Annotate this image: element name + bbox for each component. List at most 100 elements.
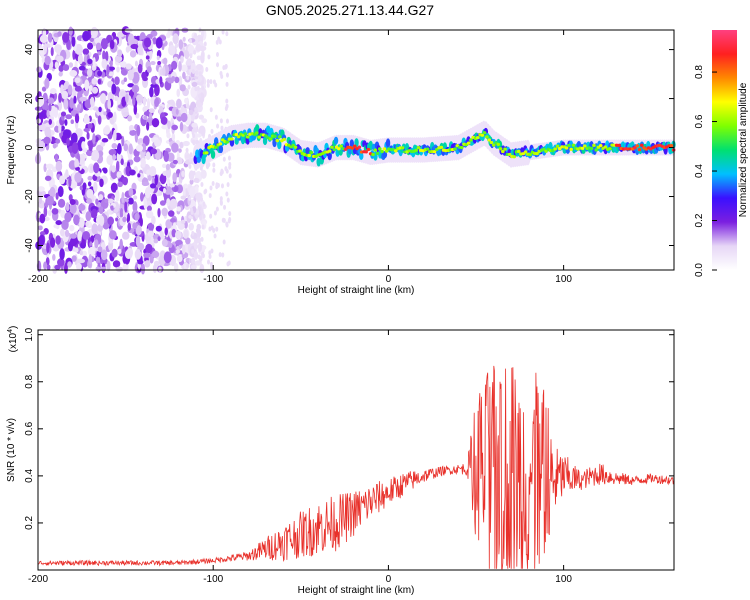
noise-speckle [115, 160, 120, 173]
noise-speckle [111, 143, 118, 149]
noise-speckle [77, 53, 84, 65]
noise-speckle [76, 262, 82, 271]
noise-speckle [60, 210, 66, 218]
noise-speckle [189, 186, 196, 198]
noise-speckle [164, 184, 172, 195]
noise-speckle [55, 220, 62, 226]
noise-speckle [148, 108, 155, 114]
noise-speckle [174, 239, 183, 246]
noise-speckle [198, 93, 202, 99]
noise-speckle [130, 43, 139, 50]
noise-speckle [220, 183, 224, 189]
noise-speckle [119, 208, 124, 219]
colorbar-tick-label: 0.4 [694, 164, 705, 178]
noise-speckle [199, 128, 203, 134]
noise-speckle [171, 132, 176, 142]
signal-core [236, 135, 241, 139]
noise-speckle [219, 118, 223, 124]
noise-speckle [86, 197, 93, 204]
signal-core [432, 150, 437, 154]
noise-speckle [47, 32, 53, 43]
signal-core [364, 150, 368, 154]
noise-speckle [57, 185, 64, 198]
snr-x-label: Height of straight line (km) [298, 585, 415, 596]
noise-speckle [89, 37, 94, 42]
noise-speckle [194, 238, 198, 244]
noise-speckle [90, 96, 95, 107]
noise-speckle [57, 198, 66, 208]
noise-speckle [137, 259, 144, 265]
noise-speckle [100, 249, 108, 261]
signal-cell [382, 150, 388, 159]
noise-speckle [225, 191, 229, 197]
noise-speckle [122, 263, 128, 272]
noise-speckle [155, 37, 163, 49]
noise-speckle [59, 175, 66, 185]
noise-speckle [127, 115, 133, 122]
noise-speckle [92, 57, 96, 68]
noise-speckle [70, 119, 74, 124]
noise-speckle [198, 114, 205, 120]
noise-speckle [114, 76, 120, 85]
noise-speckle [163, 251, 172, 264]
signal-core [523, 150, 528, 154]
snr-series-line [37, 365, 675, 570]
noise-speckle [69, 236, 78, 247]
noise-speckle [161, 238, 168, 247]
signal-core [264, 134, 268, 138]
noise-speckle [152, 264, 157, 274]
signal-core [371, 152, 375, 157]
noise-speckle [216, 62, 220, 68]
spectrogram-frame [37, 29, 675, 271]
noise-speckle [101, 138, 109, 143]
noise-speckle [154, 174, 159, 186]
noise-speckle [55, 138, 61, 144]
signal-core [487, 138, 491, 142]
noise-speckle [50, 46, 54, 57]
noise-speckle [111, 83, 117, 95]
signal-core [598, 143, 603, 148]
noise-speckle [227, 218, 231, 224]
signal-core [553, 147, 558, 151]
noise-speckle [197, 254, 201, 260]
noise-speckle [119, 61, 127, 68]
noise-speckle [163, 187, 167, 194]
noise-speckle [78, 217, 85, 228]
noise-speckle [120, 158, 124, 166]
noise-speckle [74, 113, 80, 124]
y-tick-label: 1.0 [24, 327, 35, 341]
noise-speckle [123, 111, 130, 116]
noise-speckle [115, 266, 124, 272]
noise-speckle [189, 152, 193, 158]
noise-speckle [60, 111, 67, 117]
noise-speckle [96, 144, 104, 153]
noise-speckle [134, 212, 140, 221]
signal-core [475, 136, 480, 140]
x-tick-label: 0 [386, 274, 392, 285]
noise-speckle [64, 212, 72, 223]
noise-speckle [194, 32, 198, 38]
noise-speckle [41, 86, 47, 92]
noise-speckle [37, 96, 45, 107]
x-tick-label: -200 [28, 274, 48, 285]
noise-speckle [159, 200, 166, 206]
snr-y-ticks: 0.2 0.4 0.6 0.8 1.0 [24, 327, 674, 530]
signal-core [425, 147, 430, 151]
signal-core [608, 147, 612, 151]
noise-speckle [143, 252, 151, 258]
noise-speckle [71, 141, 79, 154]
noise-speckle [201, 224, 205, 230]
noise-speckle [122, 231, 130, 240]
noise-speckle [109, 230, 117, 240]
noise-speckle [110, 205, 114, 210]
spectrogram-heatmap [34, 26, 676, 275]
noise-speckle [146, 205, 152, 212]
signal-core [298, 149, 302, 153]
noise-speckle [49, 237, 56, 248]
noise-speckle [160, 116, 168, 125]
noise-speckle [91, 223, 98, 235]
noise-speckle [135, 144, 144, 152]
noise-speckle [133, 195, 138, 200]
noise-speckle [137, 43, 143, 56]
noise-speckle [193, 177, 200, 183]
